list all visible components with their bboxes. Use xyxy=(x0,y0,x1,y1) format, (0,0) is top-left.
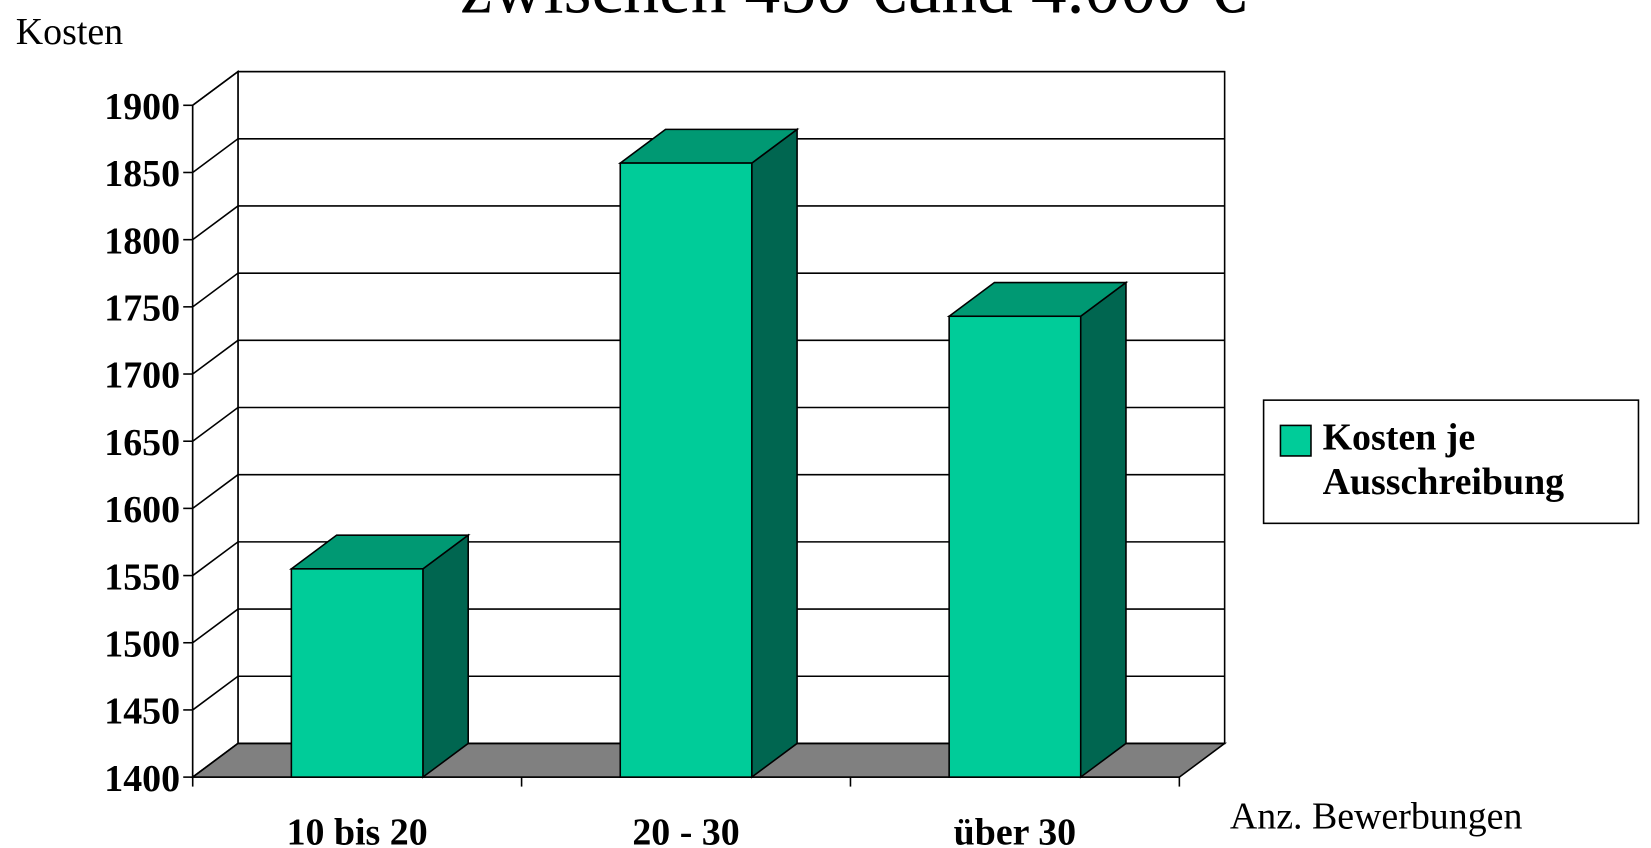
y-tick-label: 1750 xyxy=(104,288,180,330)
y-tick-label: 1900 xyxy=(104,86,180,128)
bar xyxy=(290,568,424,778)
grid-line xyxy=(192,272,1225,308)
grid-line xyxy=(192,473,1225,510)
y-tick-label: 1400 xyxy=(104,758,180,800)
bar xyxy=(619,162,753,778)
y-tick-label: 1550 xyxy=(104,556,180,598)
y-tick-label: 1450 xyxy=(104,691,180,733)
y-tick-label: 1700 xyxy=(104,355,180,397)
grid-line xyxy=(192,70,1225,106)
grid-line xyxy=(192,541,1225,577)
legend-label: Kosten je Ausschreibung xyxy=(1322,415,1565,503)
grid-line xyxy=(192,406,1225,442)
grid-line xyxy=(192,339,1225,375)
grid-line xyxy=(192,742,1225,778)
bar-side xyxy=(751,127,798,779)
x-tick-label: 10 bis 20 xyxy=(287,812,428,848)
chart-area: zwischen 450 €und 4.000 € Kosten Anz. Be… xyxy=(16,0,1640,848)
chart-title: zwischen 450 €und 4.000 € xyxy=(460,0,1245,29)
y-tick-label: 1500 xyxy=(104,623,180,665)
y-tick-label: 1850 xyxy=(104,153,180,195)
legend-box xyxy=(1262,399,1640,525)
x-axis-label: Anz. Bewerbungen xyxy=(1230,796,1523,838)
x-tick-label: über 30 xyxy=(954,812,1076,848)
x-tick-label: 20 - 30 xyxy=(632,812,739,848)
bar xyxy=(948,315,1082,778)
bar-side xyxy=(1079,280,1127,779)
grid-line xyxy=(192,205,1225,241)
grid-line xyxy=(192,675,1225,711)
legend-entry: Kosten je Ausschreibung xyxy=(1322,415,1565,503)
y-tick-label: 1800 xyxy=(104,220,180,262)
grid-line xyxy=(192,608,1225,644)
bar-side xyxy=(422,533,469,779)
y-axis-label: Kosten xyxy=(16,11,123,53)
y-tick-label: 1650 xyxy=(104,422,180,464)
grid-line xyxy=(192,137,1225,174)
y-tick-label: 1600 xyxy=(104,489,180,531)
legend-swatch xyxy=(1279,424,1312,457)
